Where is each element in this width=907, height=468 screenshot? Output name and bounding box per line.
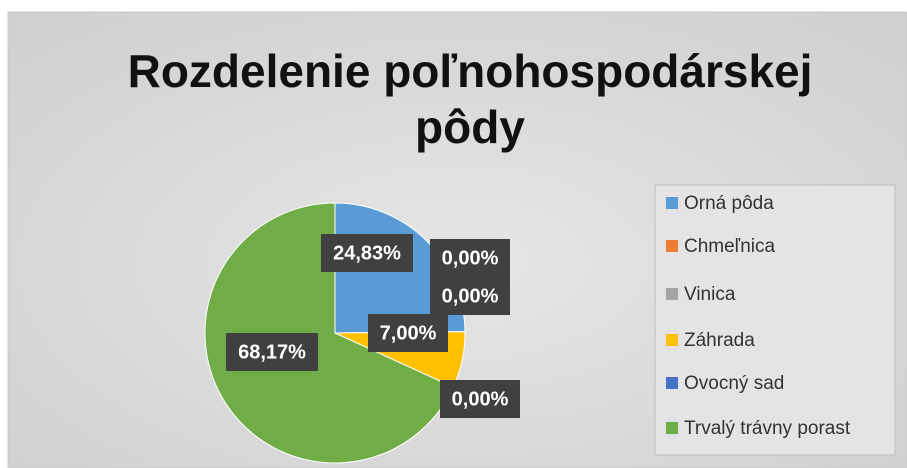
data-label-box	[430, 239, 510, 277]
data-label-box	[368, 314, 448, 352]
data-label-box	[226, 333, 318, 371]
legend-swatch	[666, 288, 678, 300]
data-label: 0,00%	[442, 247, 499, 269]
chart-title: Rozdelenie poľnohospodárskej pôdy	[128, 45, 813, 153]
data-label: 0,00%	[452, 388, 509, 410]
legend-label: Vinica	[684, 284, 736, 305]
data-label-box	[321, 234, 413, 272]
legend-label: Trvalý trávny porast	[684, 418, 851, 439]
legend-swatch	[666, 422, 678, 434]
legend-label: Orná pôda	[684, 193, 774, 214]
legend-label: Záhrada	[684, 330, 755, 351]
legend-swatch	[666, 197, 678, 209]
legend-swatch	[666, 377, 678, 389]
legend-box	[654, 184, 896, 456]
data-label: 24,83%	[333, 242, 401, 264]
legend-label: Ovocný sad	[684, 373, 784, 394]
legend-swatch	[666, 334, 678, 346]
pie-slice	[204, 202, 454, 464]
data-label-box	[440, 380, 520, 418]
legend-label: Chmeľnica	[684, 236, 776, 257]
data-label-box	[430, 277, 510, 315]
legend-swatch	[666, 240, 678, 252]
data-label: 68,17%	[238, 341, 306, 363]
data-label: 7,00%	[380, 322, 437, 344]
data-label: 0,00%	[442, 285, 499, 307]
